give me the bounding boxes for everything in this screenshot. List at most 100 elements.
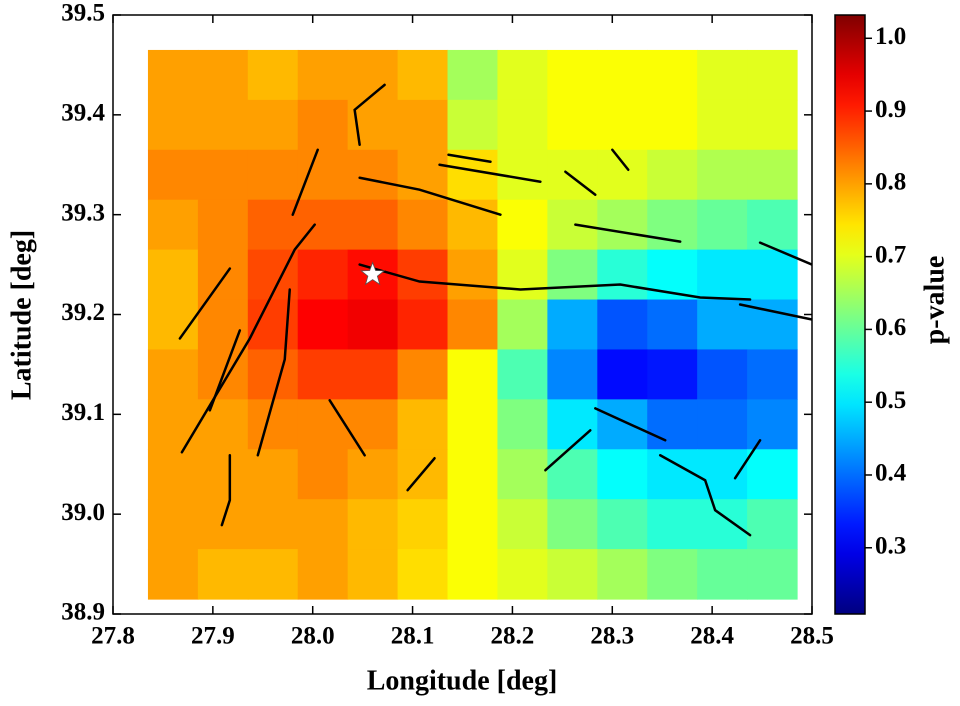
heat-cell [597,149,648,201]
heat-cell [247,349,299,400]
heat-cell [647,399,698,450]
heat-cell [697,249,748,301]
heat-cell [397,349,449,400]
heat-cell [247,99,299,151]
heat-cell [397,149,449,201]
colorbar-tick-label: 0.4 [875,460,907,487]
x-tick-label: 27.8 [91,623,135,650]
heat-cell [447,449,499,500]
x-tick-label: 28.4 [690,623,734,650]
y-tick-label: 39.3 [61,199,105,226]
y-tick-label: 39.2 [61,299,105,326]
heat-cell [297,99,349,151]
fault [574,223,682,243]
colorbar-tick-label: 0.7 [875,241,906,268]
heat-cell [597,199,648,251]
heat-cell [347,299,399,351]
heat-cell [747,49,798,101]
heat-cell [697,549,748,600]
heat-cell [547,199,598,251]
heat-cell [197,49,249,101]
x-axis-label: Longitude [deg] [367,665,558,696]
heat-cell [247,149,299,201]
heat-cell [647,299,698,351]
heat-cell [697,449,748,500]
heat-cell [347,149,399,201]
heat-cell [147,149,199,201]
heat-cell [597,449,648,500]
heat-cell [747,199,798,251]
x-tick-label: 27.9 [191,623,235,650]
heat-cell [247,499,299,550]
heat-cell [647,199,698,251]
heat-cell [647,349,698,400]
heat-cell [547,299,598,351]
heat-cell [547,399,598,450]
heat-cell [297,49,349,101]
heat-cell [297,399,349,450]
heat-cell [347,349,399,400]
fault [178,267,232,340]
fault [564,170,597,196]
heat-cell [197,299,249,351]
heat-cell [197,449,249,500]
heat-cell [447,499,499,550]
heat-cell [297,149,349,201]
heat-cell [747,499,798,550]
fault [353,83,386,147]
heat-cell [597,549,648,600]
heat-cell [297,349,349,400]
heat-cell [447,399,499,450]
heat-cell [247,549,299,600]
heat-cell [547,49,598,101]
heat-cell [447,299,499,351]
fault [220,454,232,527]
heat-cell [697,199,748,251]
heat-cell [447,549,499,600]
heat-cell [447,199,499,251]
x-tick-label: 28.3 [590,623,634,650]
heat-cell [447,149,499,201]
heat-cell [397,299,449,351]
heat-cell [647,149,698,201]
heat-cell [447,99,499,151]
x-tick-label: 28.1 [391,623,435,650]
heat-cell [247,449,299,500]
heat-cell [247,199,299,251]
heat-cell [497,549,548,600]
heat-cell [147,399,199,450]
heat-cell [697,99,748,151]
heat-cell [397,249,449,301]
heat-cell [647,499,698,550]
colorbar-tick-label: 0.9 [875,96,906,123]
heat-cell [147,349,199,400]
heat-cell [297,549,349,600]
heat-cell [447,349,499,400]
heat-cell [497,349,548,400]
colorbar [834,14,866,615]
y-tick-label: 39.4 [61,100,105,127]
fault [438,163,542,183]
heat-cell [647,549,698,600]
heat-cell [597,399,648,450]
heat-cell [647,49,698,101]
heat-cell [297,199,349,251]
fault [544,429,592,472]
heat-cell [347,499,399,550]
heat-cell [597,99,648,151]
heat-cell [497,449,548,500]
fault [256,288,291,457]
x-tick-label: 28.5 [790,623,834,650]
x-tick-label: 28.0 [291,623,335,650]
heat-cell [447,249,499,301]
y-tick-label: 39.5 [61,0,105,27]
y-tick-label: 38.9 [61,599,105,626]
heat-cell [147,49,199,101]
heat-cell [297,249,349,301]
heat-cell [297,299,349,351]
heat-cell [197,549,249,600]
heat-cell [747,449,798,500]
fault [358,176,502,216]
heat-cell [647,249,698,301]
